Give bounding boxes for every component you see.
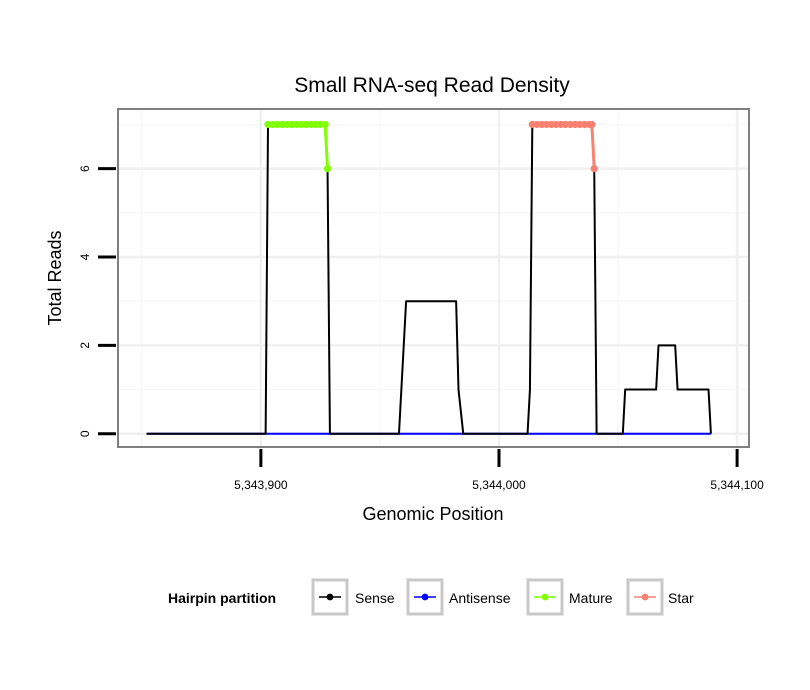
x-axis-title: Genomic Position xyxy=(362,504,503,524)
legend-key-marker xyxy=(541,593,549,601)
legend-label-antisense: Antisense xyxy=(449,590,511,606)
plot-panel xyxy=(117,108,750,448)
x-tick-label: 5,344,000 xyxy=(472,478,526,492)
data-point-mature xyxy=(323,165,332,173)
series-line-sense xyxy=(146,123,712,435)
plot-border xyxy=(117,108,750,448)
legend-key-marker xyxy=(421,593,429,601)
data-point-mature xyxy=(321,120,329,129)
data-point-star xyxy=(590,165,598,173)
legend: Hairpin partition Sense Antisense Mature St… xyxy=(168,578,694,616)
y-tick-label: 0 xyxy=(78,430,92,437)
y-tick-label: 2 xyxy=(78,342,92,349)
legend-key-marker xyxy=(641,593,649,601)
x-axis: 5,343,900 5,344,000 5,344,100 xyxy=(234,449,764,492)
series-layer xyxy=(146,120,712,435)
legend-key-box xyxy=(311,578,349,616)
legend-entries: Sense Antisense Mature Star xyxy=(311,578,694,616)
y-tick-label: 6 xyxy=(78,165,92,172)
y-tick-label: 4 xyxy=(78,253,92,260)
legend-title: Hairpin partition xyxy=(168,590,276,606)
chart-title: Small RNA-seq Read Density xyxy=(294,74,570,97)
data-point-star xyxy=(588,120,596,129)
x-tick-label: 5,343,900 xyxy=(234,478,288,492)
legend-label-star: Star xyxy=(668,590,694,606)
y-axis-title: Total Reads xyxy=(45,230,65,325)
legend-key-box xyxy=(406,578,444,616)
legend-label-sense: Sense xyxy=(355,590,395,606)
x-tick-label: 5,344,100 xyxy=(710,478,764,492)
legend-label-mature: Mature xyxy=(569,590,613,606)
y-axis: 0 2 4 6 xyxy=(78,165,116,437)
legend-key-marker xyxy=(326,593,334,601)
